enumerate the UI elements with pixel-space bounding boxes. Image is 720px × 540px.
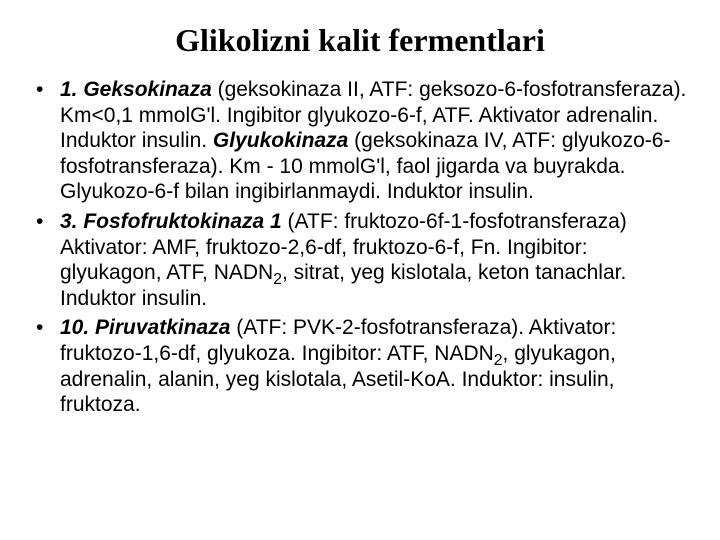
subscript: 2 <box>273 271 282 288</box>
bullet-lead: 1. Geksokinaza <box>60 78 212 101</box>
bullet-lead: 10. Piruvatkinaza <box>60 316 230 339</box>
bullet-list: 1. Geksokinaza (geksokinaza II, ATF: gek… <box>32 77 688 418</box>
list-item: 3. Fosfofruktokinaza 1 (ATF: fruktozo-6f… <box>32 209 688 311</box>
list-item: 1. Geksokinaza (geksokinaza II, ATF: gek… <box>32 77 688 205</box>
slide: Glikolizni kalit fermentlari 1. Geksokin… <box>0 0 720 540</box>
bullet-emph: Glyukokinaza <box>213 129 348 152</box>
bullet-lead: 3. Fosfofruktokinaza 1 <box>60 210 282 233</box>
slide-title: Glikolizni kalit fermentlari <box>32 22 688 59</box>
list-item: 10. Piruvatkinaza (ATF: PVK-2-fosfotrans… <box>32 315 688 417</box>
